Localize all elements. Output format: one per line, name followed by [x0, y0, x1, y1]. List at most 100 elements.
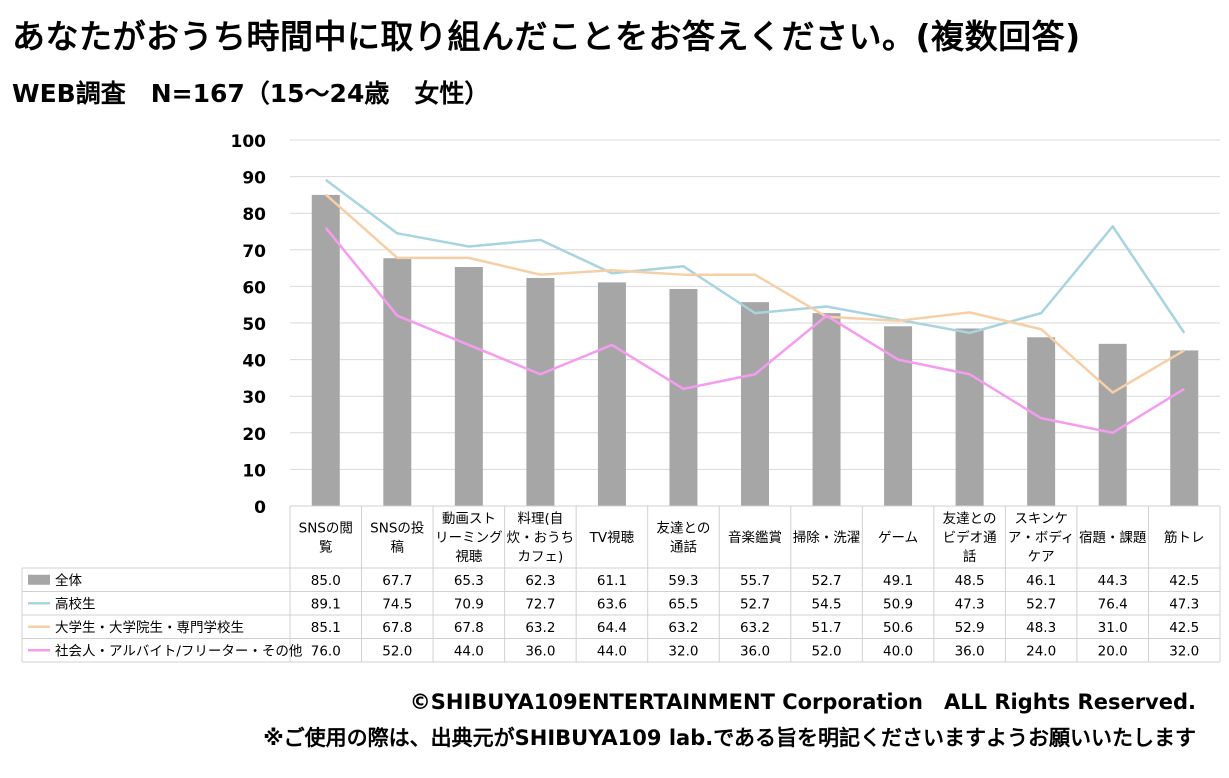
bar — [812, 313, 841, 506]
table-cell: 32.0 — [1169, 643, 1199, 659]
table-cell: 24.0 — [1026, 643, 1056, 659]
table-cell: 36.0 — [740, 643, 770, 659]
table-cell: 50.6 — [883, 620, 913, 636]
x-category-label: SNSの投稿 — [370, 521, 424, 556]
table-cell: 52.7 — [812, 573, 842, 589]
table-cell: 76.4 — [1098, 596, 1128, 612]
table-cell: 52.9 — [955, 620, 985, 636]
table-cell: 61.1 — [597, 573, 627, 589]
table-cell: 44.0 — [454, 643, 484, 659]
table-cell: 42.5 — [1169, 573, 1199, 589]
x-category-label: 音楽鑑賞 — [728, 529, 782, 546]
table-cell: 46.1 — [1026, 573, 1056, 589]
table-cell: 63.2 — [740, 620, 770, 636]
x-category-label: SNSの閲覧 — [299, 521, 353, 556]
table-cell: 40.0 — [883, 643, 913, 659]
table-cell: 65.5 — [668, 596, 698, 612]
y-tick-label: 100 — [231, 132, 267, 152]
y-axis-ticks: 0 10 20 30 40 50 60 70 80 90 100 — [231, 132, 267, 518]
x-category-label: 掃除・洗濯 — [793, 529, 861, 546]
table-cell: 50.9 — [883, 596, 913, 612]
chart-title: あなたがおうち時間中に取り組んだことをお答えください。(複数回答) — [12, 17, 1081, 56]
x-category-label: 筋トレ — [1164, 529, 1205, 546]
line-series — [324, 178, 1186, 435]
y-tick-label: 20 — [242, 425, 266, 445]
table-cell: 74.5 — [382, 596, 412, 612]
x-category-label: ゲーム — [878, 530, 918, 546]
x-category-label: 宿題・課題 — [1079, 529, 1147, 546]
table-cell: 65.3 — [454, 573, 484, 589]
table-cell: 49.1 — [883, 573, 913, 589]
y-tick-label: 0 — [254, 498, 266, 518]
legend-label: 高校生 — [55, 595, 96, 612]
y-tick-label: 40 — [242, 352, 266, 372]
bar — [454, 267, 483, 506]
y-tick-label: 60 — [242, 278, 266, 298]
table-cell: 59.3 — [668, 573, 698, 589]
table-cell: 85.0 — [311, 573, 341, 589]
legend-key-bar — [28, 574, 50, 585]
table-cell: 67.8 — [454, 620, 484, 636]
x-category-label: 料理(自炊・おうちカフェ) — [507, 511, 575, 565]
table-cell: 32.0 — [668, 643, 698, 659]
bar-series — [311, 194, 1199, 506]
legend-label: 社会人・アルバイト/フリーター・その他 — [55, 643, 302, 659]
table-cell: 76.0 — [311, 643, 341, 659]
bar — [669, 288, 698, 506]
x-category-label: 友達とのビデオ通話 — [943, 511, 997, 565]
table-cell: 36.0 — [955, 643, 985, 659]
table-cell: 67.8 — [382, 620, 412, 636]
table-cell: 36.0 — [525, 643, 555, 659]
series-line — [324, 227, 1185, 435]
table-cell: 52.0 — [812, 643, 842, 659]
x-category-label: 動画ストリーミング視聴 — [435, 511, 503, 565]
table-cell: 85.1 — [311, 620, 341, 636]
y-tick-label: 80 — [242, 205, 266, 225]
series-line — [324, 193, 1185, 394]
bar — [741, 302, 769, 506]
bar — [597, 282, 626, 506]
table-cell: 67.7 — [382, 573, 412, 589]
bar — [383, 258, 412, 506]
x-category-label: TV視聴 — [589, 530, 635, 546]
table-cell: 31.0 — [1098, 620, 1128, 636]
bar — [1098, 343, 1127, 506]
table-cell: 89.1 — [311, 596, 341, 612]
table-cell: 48.3 — [1026, 620, 1056, 636]
table-cell: 47.3 — [955, 596, 985, 612]
table-cell: 52.7 — [740, 596, 770, 612]
table-cell: 64.4 — [597, 620, 627, 636]
table-cell: 63.2 — [668, 620, 698, 636]
x-category-label: 友達との通話 — [657, 521, 711, 556]
table-cell: 63.6 — [597, 596, 627, 612]
bar — [526, 277, 555, 506]
copyright-text: ©SHIBUYA109ENTERTAINMENT Corporation ALL… — [409, 690, 1196, 714]
series-line — [325, 178, 1186, 335]
table-cell: 52.0 — [382, 643, 412, 659]
usage-note: ※ご使用の際は、出典元がSHIBUYA109 lab.である旨を明記くださいます… — [263, 726, 1196, 750]
y-tick-label: 90 — [242, 169, 266, 189]
table-cell: 63.2 — [525, 620, 555, 636]
bar — [955, 328, 984, 506]
table-cell: 72.7 — [525, 596, 555, 612]
table-cell: 54.5 — [812, 596, 842, 612]
table-cell: 20.0 — [1098, 643, 1128, 659]
table-cell: 62.3 — [525, 573, 555, 589]
bar — [1027, 337, 1056, 506]
y-tick-label: 50 — [242, 315, 266, 335]
table-cell: 55.7 — [740, 573, 770, 589]
table-cell: 70.9 — [454, 596, 484, 612]
table-cell: 47.3 — [1169, 596, 1199, 612]
y-tick-label: 30 — [242, 388, 266, 408]
table-cell: 51.7 — [812, 620, 842, 636]
y-tick-label: 10 — [242, 461, 266, 481]
bar — [311, 194, 340, 506]
table-cell: 48.5 — [955, 573, 985, 589]
bar — [1170, 350, 1199, 506]
table-cell: 52.7 — [1026, 596, 1056, 612]
x-category-label: スキンケア・ボディケア — [1008, 511, 1075, 565]
table-cell: 44.0 — [597, 643, 627, 659]
bar — [884, 326, 913, 506]
